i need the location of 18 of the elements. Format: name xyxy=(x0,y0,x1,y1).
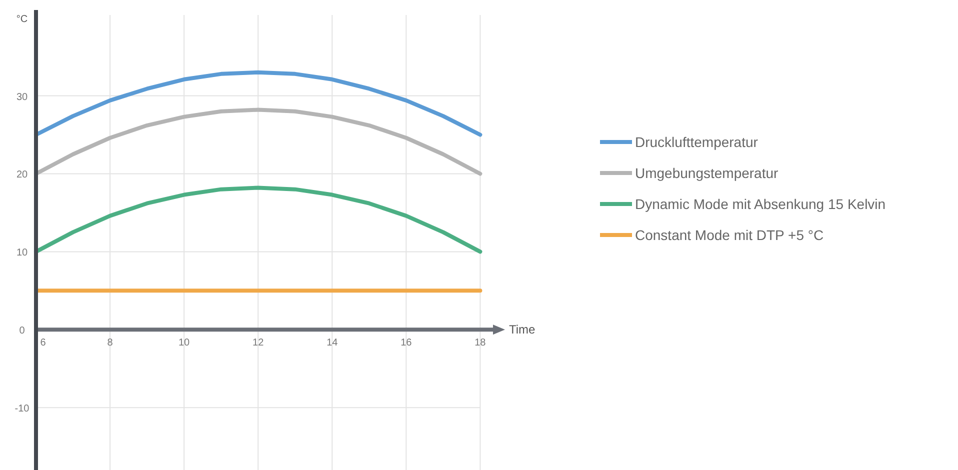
y-tick-label: 0 xyxy=(19,326,26,337)
x-tick-label: 6 xyxy=(40,338,46,349)
y-tick-label: -10 xyxy=(14,404,30,415)
x-axis-title: Time xyxy=(509,322,536,337)
y-axis-title: °C xyxy=(16,14,28,25)
y-tick-label: 20 xyxy=(16,170,28,181)
legend-label: Dynamic Mode mit Absenkung 15 Kelvin xyxy=(635,196,886,212)
y-tick-label: 30 xyxy=(16,92,28,103)
x-tick-label: 14 xyxy=(326,338,338,349)
x-tick-label: 16 xyxy=(400,338,412,349)
y-tick-label: 10 xyxy=(16,248,28,259)
x-tick-label: 18 xyxy=(474,338,486,349)
x-tick-label: 12 xyxy=(252,338,264,349)
legend-label: Umgebungstemperatur xyxy=(635,165,779,181)
x-tick-label: 8 xyxy=(107,338,114,349)
x-tick-label: 10 xyxy=(178,338,190,349)
legend-label: Drucklufttemperatur xyxy=(635,134,758,150)
legend-label: Constant Mode mit DTP +5 °C xyxy=(635,227,824,243)
